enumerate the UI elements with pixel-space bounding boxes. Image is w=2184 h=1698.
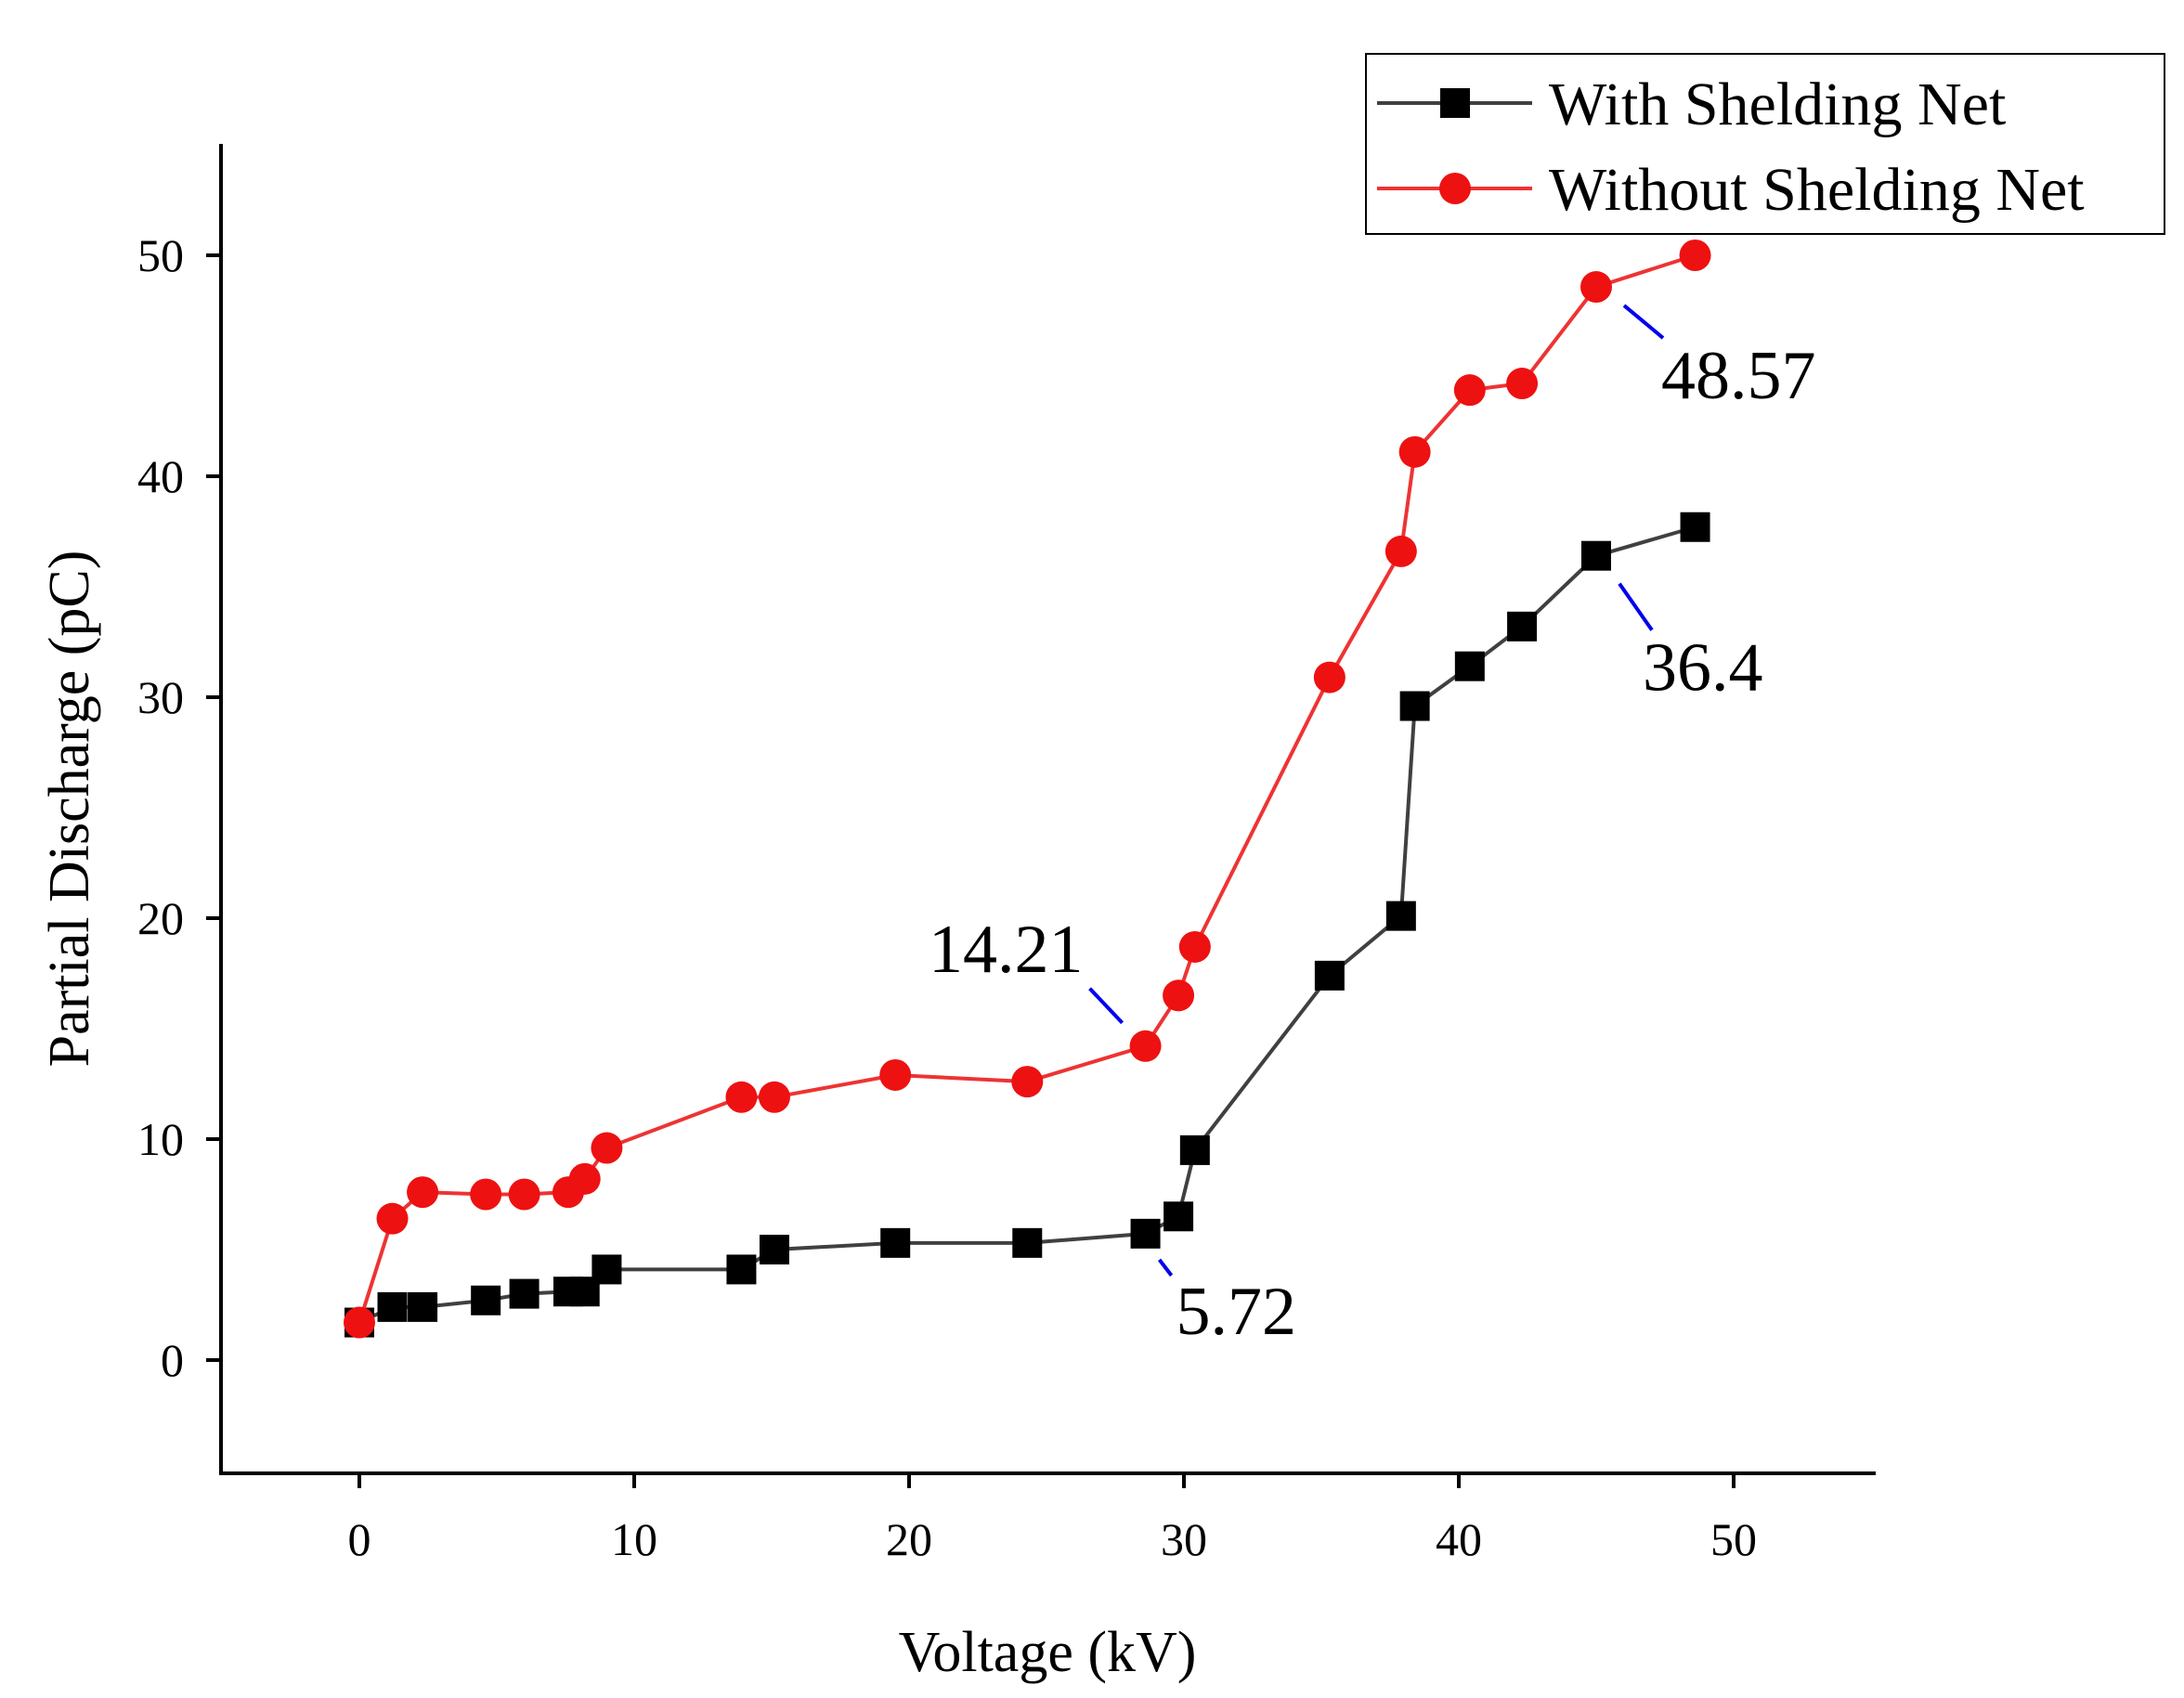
x-tick-label: 10 [611, 1513, 657, 1565]
series-layer [344, 240, 1711, 1339]
data-point-square [1680, 512, 1710, 542]
data-point-square [1507, 611, 1538, 642]
data-point-square [1385, 901, 1416, 931]
legend-label-without-net: Without Shelding Net [1549, 156, 2085, 224]
data-point-square [471, 1285, 501, 1316]
y-axis-title: Partial Discharge (pC) [38, 551, 101, 1068]
y-tick-label: 10 [137, 1113, 184, 1165]
data-point-circle [1398, 435, 1431, 468]
series-line [358, 525, 1696, 1325]
tick-layer: 0 10 20 30 40 50 0 10 20 30 40 50 [137, 229, 1757, 1565]
data-point-square [1314, 960, 1345, 991]
data-point-circle [508, 1178, 540, 1211]
annotation-layer: 48.57 36.4 14.21 5.72 [929, 304, 1816, 1350]
data-point-circle [407, 1176, 439, 1209]
series-with-net [344, 512, 1710, 1338]
x-tick-label: 50 [1710, 1513, 1757, 1565]
data-point-circle [1679, 240, 1711, 271]
legend: With Shelding Net Without Shelding Net [1365, 53, 2165, 235]
annotation: 36.4 [1618, 582, 1763, 706]
x-axis-title: Voltage (kV) [899, 1621, 1197, 1684]
data-point-square [408, 1291, 438, 1322]
y-tick-label: 50 [137, 229, 184, 281]
data-point-circle [591, 1132, 623, 1164]
data-point-circle [568, 1162, 601, 1195]
y-tick-label: 0 [161, 1334, 184, 1386]
data-point-circle [1453, 374, 1486, 407]
annotation-label: 48.57 [1661, 338, 1816, 414]
y-tick-label: 40 [137, 450, 184, 502]
x-tick-label: 20 [886, 1513, 932, 1565]
annotation-label: 5.72 [1176, 1274, 1297, 1350]
x-tick-label: 40 [1436, 1513, 1482, 1565]
annotation: 5.72 [1157, 1258, 1297, 1350]
data-point-square [1179, 1134, 1210, 1165]
annotation-label: 36.4 [1643, 630, 1763, 706]
data-point-square [726, 1254, 757, 1285]
data-point-circle [1129, 1030, 1162, 1062]
legend-box [1365, 53, 2165, 235]
data-point-square [509, 1278, 540, 1309]
data-point-circle [879, 1058, 912, 1091]
data-point-square [1164, 1201, 1194, 1232]
data-point-circle [1506, 368, 1539, 400]
x-tick-label: 30 [1161, 1513, 1207, 1565]
data-point-square [377, 1291, 408, 1322]
data-point-circle [758, 1081, 790, 1113]
axes [219, 144, 1876, 1475]
data-point-circle [725, 1081, 758, 1113]
y-tick-label: 20 [137, 892, 184, 944]
data-point-square [1130, 1218, 1161, 1249]
data-point-circle [1011, 1066, 1044, 1098]
annotation-leader [1088, 987, 1124, 1025]
data-point-square [1012, 1227, 1043, 1258]
annotation-label: 14.21 [929, 912, 1084, 988]
data-point-circle [376, 1202, 409, 1235]
data-point-square [759, 1235, 789, 1264]
legend-marker-circle [1439, 173, 1471, 204]
data-point-square [592, 1254, 622, 1285]
data-point-circle [1313, 661, 1346, 693]
data-point-circle [1384, 535, 1417, 567]
annotation: 14.21 [929, 912, 1124, 1025]
annotation-leader [1618, 582, 1654, 631]
annotation: 48.57 [1622, 304, 1816, 414]
annotation-leader [1157, 1258, 1174, 1277]
legend-label-with-net: With Shelding Net [1549, 71, 2006, 138]
data-point-circle [1178, 930, 1211, 963]
data-point-circle [470, 1178, 502, 1211]
data-point-circle [1163, 979, 1195, 1012]
annotation-leader [1622, 304, 1665, 340]
series-line [358, 253, 1696, 1324]
series-without-net [344, 240, 1711, 1339]
data-point-circle [1580, 271, 1612, 304]
data-point-circle [344, 1306, 375, 1339]
data-point-square [1399, 691, 1430, 721]
legend-marker-square [1440, 88, 1470, 118]
data-point-square [880, 1227, 911, 1258]
x-tick-label: 0 [348, 1513, 371, 1565]
data-point-square [1581, 540, 1611, 571]
data-point-square [1454, 651, 1485, 681]
y-tick-label: 30 [137, 671, 184, 723]
